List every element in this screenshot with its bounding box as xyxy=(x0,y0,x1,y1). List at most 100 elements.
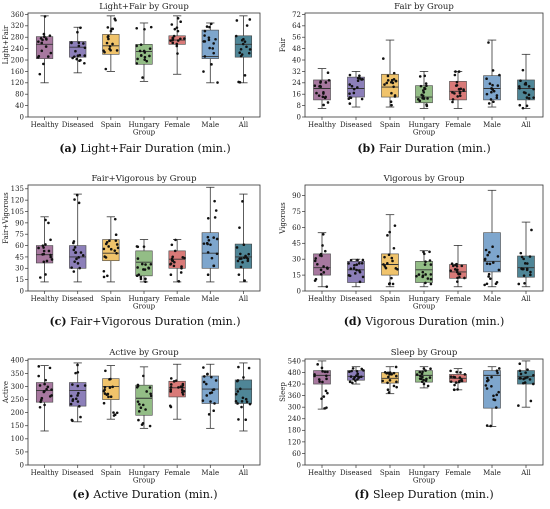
data-point xyxy=(70,266,73,269)
data-point xyxy=(235,246,239,249)
data-point xyxy=(323,370,327,374)
data-point xyxy=(497,268,501,272)
data-point xyxy=(104,369,107,373)
data-point xyxy=(248,18,252,21)
data-point xyxy=(420,377,423,381)
data-point xyxy=(206,273,210,277)
data-point xyxy=(387,375,390,379)
data-point xyxy=(71,383,74,386)
x-tick-label: Healthy xyxy=(308,295,336,303)
box-2 xyxy=(69,193,87,283)
data-point xyxy=(321,370,324,373)
data-point xyxy=(358,269,361,272)
y-tick-label: 250 xyxy=(11,396,24,404)
y-tick-label: 360 xyxy=(11,11,24,19)
data-point xyxy=(234,34,238,38)
data-point xyxy=(77,405,81,408)
data-point xyxy=(179,37,182,41)
data-point xyxy=(487,378,490,382)
data-point xyxy=(463,276,466,280)
box-1 xyxy=(35,216,54,283)
data-point xyxy=(319,85,323,89)
x-tick-label: Male xyxy=(483,121,501,129)
data-point xyxy=(527,85,531,88)
data-point xyxy=(76,363,79,367)
data-point xyxy=(42,32,46,36)
data-point xyxy=(144,280,147,284)
y-tick-label: 90 xyxy=(292,192,301,200)
data-point xyxy=(208,25,211,29)
data-point xyxy=(209,243,212,246)
y-tick-label: 0 xyxy=(20,461,24,469)
data-point xyxy=(529,399,533,403)
y-tick-label: 200 xyxy=(11,409,24,417)
box-4 xyxy=(415,366,433,389)
data-point xyxy=(317,378,321,381)
data-point xyxy=(421,94,425,98)
data-point xyxy=(519,79,522,83)
data-point xyxy=(135,26,139,30)
y-tick-label: 240 xyxy=(288,415,301,423)
data-point xyxy=(422,378,425,382)
data-point xyxy=(487,102,491,105)
data-point xyxy=(532,373,535,377)
data-point xyxy=(245,45,248,49)
data-point xyxy=(458,376,462,379)
data-point xyxy=(235,19,239,22)
data-point xyxy=(148,47,152,50)
data-point xyxy=(115,243,119,246)
data-point xyxy=(49,255,53,259)
data-point xyxy=(358,280,362,284)
data-point xyxy=(40,396,44,400)
data-point xyxy=(203,29,207,33)
data-point xyxy=(137,410,141,413)
data-point xyxy=(135,386,139,389)
data-point xyxy=(248,48,252,51)
data-point xyxy=(179,20,182,24)
data-point xyxy=(214,209,218,212)
data-point xyxy=(205,241,209,245)
data-point xyxy=(247,366,251,370)
iqr-box xyxy=(135,44,153,65)
y-tick-label: 0 xyxy=(297,461,301,469)
data-point xyxy=(489,98,493,101)
data-point xyxy=(460,379,464,383)
y-tick-label: 200 xyxy=(11,56,24,64)
data-point xyxy=(316,262,319,266)
data-point xyxy=(458,275,461,279)
data-point xyxy=(49,51,53,55)
y-tick-label: 240 xyxy=(11,45,24,53)
data-point xyxy=(485,424,489,427)
data-point xyxy=(424,379,428,383)
data-point xyxy=(526,368,529,371)
box-4 xyxy=(135,366,153,429)
data-point xyxy=(422,89,425,92)
data-point xyxy=(176,52,179,55)
data-point xyxy=(239,252,242,256)
data-point xyxy=(531,382,535,386)
data-point xyxy=(175,42,179,46)
panel-caption: (c) Fair+Vigorous Duration (min.) xyxy=(49,315,240,328)
data-point xyxy=(139,54,143,57)
box-1 xyxy=(35,365,54,432)
y-tick-label: 300 xyxy=(288,404,301,412)
y-tick-label: 120 xyxy=(288,438,301,446)
x-tick-label: Spain xyxy=(380,295,401,303)
data-point xyxy=(392,85,395,89)
data-point xyxy=(356,79,360,83)
iqr-box xyxy=(313,79,331,101)
data-point xyxy=(523,281,526,285)
data-point xyxy=(212,264,215,268)
panel-5: Active by Group 0 50 100 150 200 250 300 350 400 A… xyxy=(2,348,261,501)
data-point xyxy=(456,268,459,272)
data-point xyxy=(387,253,391,257)
data-point xyxy=(418,75,422,78)
data-point xyxy=(181,393,185,396)
data-point xyxy=(521,106,525,110)
data-point xyxy=(527,96,531,100)
x-tick-label: Hungary xyxy=(128,121,159,129)
data-point xyxy=(525,104,529,108)
data-point xyxy=(215,237,219,241)
data-point xyxy=(104,67,108,71)
data-point xyxy=(524,91,527,95)
